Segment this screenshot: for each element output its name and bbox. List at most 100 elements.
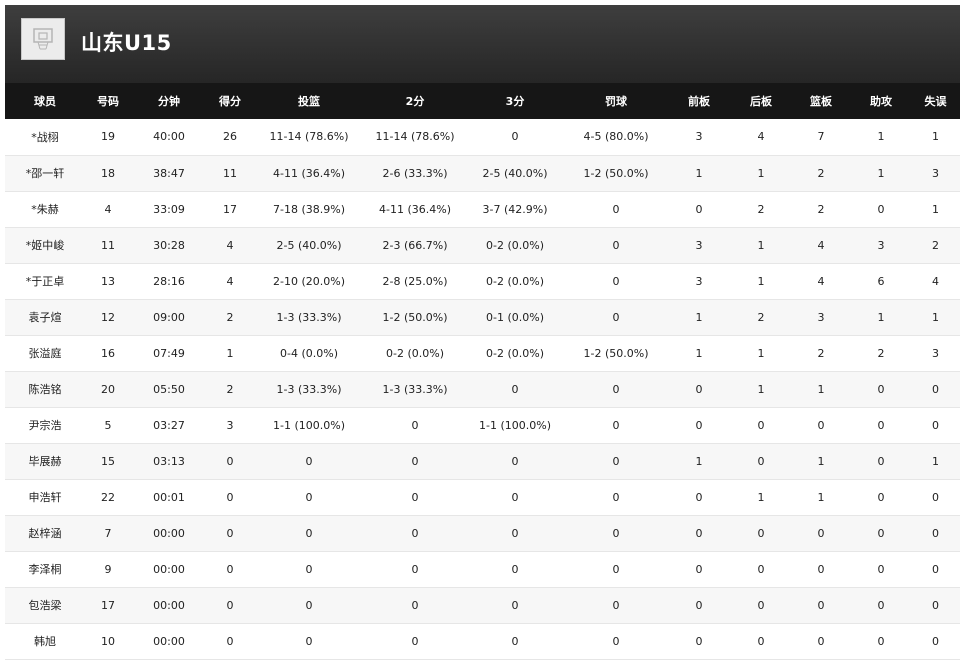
stat-cell-number: 11 xyxy=(85,227,131,264)
stat-cell-three-pt: 0 xyxy=(465,551,565,588)
table-row: 包浩梁 17 00:00 0 0 0 0 0 0 0 0 0 0 xyxy=(5,587,960,624)
table-row: 韩旭 10 00:00 0 0 0 0 0 0 0 0 0 0 xyxy=(5,623,960,660)
table-body: *战栩 19 40:00 26 11-14 (78.6%) 11-14 (78.6%) 0 4… xyxy=(5,119,960,660)
stat-cell-ast: 0 xyxy=(851,191,911,228)
stat-cell-tov: 4 xyxy=(911,263,960,300)
stat-cell-ast: 0 xyxy=(851,587,911,624)
stat-cell-reb: 0 xyxy=(791,551,851,588)
stat-cell-minutes: 30:28 xyxy=(131,227,207,264)
stat-cell-three-pt: 0 xyxy=(465,371,565,408)
stat-cell-minutes: 07:49 xyxy=(131,335,207,372)
stat-cell-three-pt: 0 xyxy=(465,443,565,480)
stat-cell-reb: 7 xyxy=(791,119,851,156)
stat-cell-oreb: 0 xyxy=(667,407,731,444)
stat-cell-tov: 0 xyxy=(911,371,960,408)
stat-cell-dreb: 1 xyxy=(731,335,791,372)
stat-cell-ast: 0 xyxy=(851,407,911,444)
stat-cell-reb: 4 xyxy=(791,263,851,300)
stat-cell-two-pt: 11-14 (78.6%) xyxy=(365,119,465,156)
stat-cell-tov: 0 xyxy=(911,623,960,660)
stat-cell-number: 12 xyxy=(85,299,131,336)
stat-cell-three-pt: 3-7 (42.9%) xyxy=(465,191,565,228)
stat-cell-fg: 0 xyxy=(253,479,365,516)
player-name-cell: 尹宗浩 xyxy=(5,407,85,444)
stat-cell-dreb: 2 xyxy=(731,299,791,336)
stat-cell-ft: 0 xyxy=(565,515,667,552)
stat-cell-minutes: 28:16 xyxy=(131,263,207,300)
stat-cell-dreb: 0 xyxy=(731,515,791,552)
stat-cell-tov: 3 xyxy=(911,335,960,372)
stat-cell-reb: 1 xyxy=(791,371,851,408)
column-header-oreb: 前板 xyxy=(667,83,731,119)
stat-cell-three-pt: 0 xyxy=(465,587,565,624)
stat-cell-ast: 2 xyxy=(851,335,911,372)
stat-cell-ast: 0 xyxy=(851,371,911,408)
stat-cell-two-pt: 4-11 (36.4%) xyxy=(365,191,465,228)
stat-cell-oreb: 1 xyxy=(667,299,731,336)
stat-cell-points: 2 xyxy=(207,371,253,408)
column-header-tov: 失误 xyxy=(911,83,960,119)
stat-cell-reb: 1 xyxy=(791,479,851,516)
table-row: *邵一轩 18 38:47 11 4-11 (36.4%) 2-6 (33.3%) 2-5 … xyxy=(5,155,960,192)
team-header: 山东U15 xyxy=(5,5,960,83)
stat-cell-fg: 0 xyxy=(253,623,365,660)
stat-cell-three-pt: 0 xyxy=(465,515,565,552)
stat-cell-ft: 1-2 (50.0%) xyxy=(565,155,667,192)
stat-cell-points: 0 xyxy=(207,479,253,516)
stat-cell-reb: 0 xyxy=(791,407,851,444)
stat-cell-ast: 1 xyxy=(851,299,911,336)
stat-cell-tov: 0 xyxy=(911,515,960,552)
stat-cell-oreb: 0 xyxy=(667,623,731,660)
stat-cell-ast: 0 xyxy=(851,479,911,516)
stat-cell-two-pt: 2-8 (25.0%) xyxy=(365,263,465,300)
stat-cell-three-pt: 0-2 (0.0%) xyxy=(465,335,565,372)
stat-cell-points: 4 xyxy=(207,263,253,300)
stat-cell-two-pt: 0 xyxy=(365,479,465,516)
stat-cell-fg: 0-4 (0.0%) xyxy=(253,335,365,372)
column-header-dreb: 后板 xyxy=(731,83,791,119)
stat-cell-two-pt: 0 xyxy=(365,551,465,588)
stat-cell-reb: 2 xyxy=(791,335,851,372)
stat-cell-fg: 11-14 (78.6%) xyxy=(253,119,365,156)
stat-cell-oreb: 0 xyxy=(667,551,731,588)
stat-cell-dreb: 0 xyxy=(731,587,791,624)
team-name: 山东U15 xyxy=(81,31,172,55)
column-header-three-pt: 3分 xyxy=(465,83,565,119)
column-header-points: 得分 xyxy=(207,83,253,119)
stat-cell-two-pt: 0 xyxy=(365,623,465,660)
stat-cell-points: 26 xyxy=(207,119,253,156)
stat-cell-dreb: 0 xyxy=(731,551,791,588)
stat-cell-fg: 0 xyxy=(253,443,365,480)
stat-cell-fg: 1-1 (100.0%) xyxy=(253,407,365,444)
stat-cell-ft: 0 xyxy=(565,299,667,336)
stat-cell-tov: 0 xyxy=(911,587,960,624)
stat-cell-ft: 0 xyxy=(565,587,667,624)
stat-cell-minutes: 05:50 xyxy=(131,371,207,408)
stat-cell-ft: 0 xyxy=(565,227,667,264)
stat-cell-oreb: 1 xyxy=(667,443,731,480)
stat-cell-reb: 2 xyxy=(791,191,851,228)
stat-cell-oreb: 0 xyxy=(667,587,731,624)
player-name-cell: *朱赫 xyxy=(5,191,85,228)
table-row: 赵梓涵 7 00:00 0 0 0 0 0 0 0 0 0 0 xyxy=(5,515,960,552)
stat-cell-three-pt: 0 xyxy=(465,119,565,156)
stat-cell-dreb: 2 xyxy=(731,191,791,228)
stat-cell-number: 5 xyxy=(85,407,131,444)
stat-cell-three-pt: 0-2 (0.0%) xyxy=(465,263,565,300)
stat-cell-three-pt: 0 xyxy=(465,623,565,660)
stat-cell-number: 13 xyxy=(85,263,131,300)
stat-cell-number: 20 xyxy=(85,371,131,408)
stat-cell-three-pt: 2-5 (40.0%) xyxy=(465,155,565,192)
stat-cell-points: 0 xyxy=(207,623,253,660)
stat-cell-oreb: 3 xyxy=(667,263,731,300)
table-row: 尹宗浩 5 03:27 3 1-1 (100.0%) 0 1-1 (100.0%) 0 0 0 0 0… xyxy=(5,407,960,444)
stat-cell-number: 9 xyxy=(85,551,131,588)
column-header-ast: 助攻 xyxy=(851,83,911,119)
stat-cell-tov: 0 xyxy=(911,551,960,588)
stat-cell-reb: 0 xyxy=(791,587,851,624)
stat-cell-fg: 2-10 (20.0%) xyxy=(253,263,365,300)
stat-cell-two-pt: 2-6 (33.3%) xyxy=(365,155,465,192)
stat-cell-oreb: 0 xyxy=(667,191,731,228)
stat-cell-two-pt: 2-3 (66.7%) xyxy=(365,227,465,264)
stat-cell-two-pt: 0-2 (0.0%) xyxy=(365,335,465,372)
